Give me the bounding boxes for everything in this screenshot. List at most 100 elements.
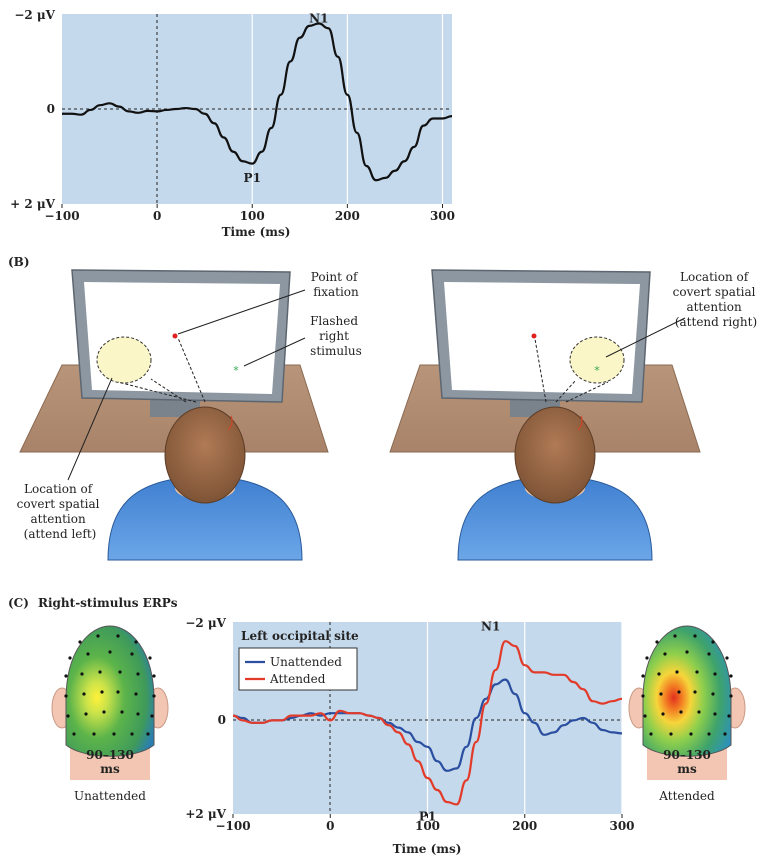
time-window-left: 90–130: [86, 748, 134, 762]
electrode-dot: [697, 710, 701, 714]
electrode-dot: [713, 712, 717, 716]
time-window-right: 90–130: [663, 748, 711, 762]
panel-c-title: Right-stimulus ERPs: [38, 596, 178, 610]
electrode-dot: [136, 672, 140, 676]
fixation-dot-left: [172, 333, 178, 339]
electrode-dot: [707, 732, 711, 736]
stimulus-asterisk: *: [233, 364, 239, 377]
electrode-dot: [695, 670, 699, 674]
electrode-dot: [84, 712, 88, 716]
electrode-dot: [723, 732, 727, 736]
electrode-dot: [80, 672, 84, 676]
y-label-top-c: −2 μV: [185, 616, 226, 630]
x-axis-label-a: Time (ms): [222, 225, 291, 239]
n1-annotation-a: N1: [309, 11, 328, 25]
scalp-right: [642, 625, 732, 757]
electrode-dot: [118, 670, 122, 674]
electrode-dot: [136, 712, 140, 716]
electrode-dot: [112, 732, 116, 736]
x-tick-label: 300: [609, 819, 634, 833]
x-tick-label: −100: [215, 819, 250, 833]
labels-attend-right: Location of covert spatial attention (at…: [605, 270, 757, 358]
scalp-map-unattended: 90–130 ms Unattended: [51, 625, 169, 803]
electrode-dot: [130, 652, 134, 656]
electrode-dot: [713, 672, 717, 676]
electrode-dot: [64, 694, 68, 698]
electrode-dot: [711, 692, 715, 696]
x-tick-label: 200: [512, 819, 537, 833]
electrode-dot: [100, 690, 104, 694]
panel-a-chart: −100 0 100 200 300 −2 μV 0 + 2 μV Time (ms) …: [10, 8, 455, 239]
gaze-line: [565, 381, 609, 403]
electrode-dot: [108, 650, 112, 654]
scalp-left: [65, 625, 155, 757]
time-window-unit-left: ms: [100, 762, 120, 776]
electrode-dot: [116, 634, 120, 638]
fixation-dot-right: [531, 333, 537, 339]
caption-unattended: Unattended: [74, 789, 146, 803]
x-tick-label: 0: [326, 819, 334, 833]
scene-attend-left: *: [19, 269, 329, 561]
person-head-left: [164, 406, 246, 504]
y-label-top-a: −2 μV: [14, 8, 55, 22]
electrode-dot: [146, 732, 150, 736]
electrode-dot: [707, 652, 711, 656]
electrode-dot: [152, 694, 156, 698]
electrode-dot: [649, 732, 653, 736]
electrode-dot: [685, 650, 689, 654]
erp-series-line: [61, 22, 453, 182]
electrode-dot: [72, 732, 76, 736]
x-tick-label: −100: [44, 209, 79, 223]
electrode-dot: [711, 640, 715, 644]
legend: [238, 647, 358, 691]
electrode-dot: [66, 714, 70, 718]
legend-label-unattended: Unattended: [270, 655, 342, 669]
gaze-line: [534, 338, 547, 403]
gaze-line: [177, 337, 206, 403]
attended-series-line: [232, 640, 623, 806]
attention-circle-right: [569, 336, 625, 384]
electrode-dot: [645, 656, 649, 660]
electrode-dot: [68, 656, 72, 660]
scalp-map-attended: 90–130 ms Attended: [628, 625, 746, 803]
caption-attended: Attended: [658, 789, 715, 803]
attention-circle-left: [96, 336, 152, 384]
electrode-dot: [96, 634, 100, 638]
electrode-dot: [727, 714, 731, 718]
electrode-dot: [150, 714, 154, 718]
fixation-leader-line: [177, 289, 306, 335]
x-tick-label: 200: [335, 209, 360, 223]
electrode-dot: [673, 634, 677, 638]
n1-annotation-c: N1: [481, 619, 500, 633]
x-tick-label: 100: [240, 209, 265, 223]
electrode-dot: [641, 694, 645, 698]
attention-location-left-label: Location of covert spatial attention (at…: [17, 482, 104, 541]
electrode-dot: [725, 656, 729, 660]
person-head-right: [514, 406, 596, 504]
attention-right-leader-line: [605, 317, 686, 358]
electrode-dot: [120, 710, 124, 714]
electrode-dot: [82, 692, 86, 696]
stimulus-asterisk: *: [594, 364, 600, 377]
ear-mark: [577, 415, 583, 431]
electrode-dot: [675, 670, 679, 674]
electrode-dot: [92, 732, 96, 736]
electrode-dot: [116, 690, 120, 694]
electrode-dot: [669, 732, 673, 736]
x-axis-label-c: Time (ms): [393, 842, 462, 856]
electrode-dot: [693, 634, 697, 638]
electrode-dot: [86, 652, 90, 656]
scene-attend-right: *: [389, 269, 701, 561]
electrode-dot: [130, 732, 134, 736]
electrode-dot: [661, 712, 665, 716]
electrode-dot: [134, 692, 138, 696]
stimulus-leader-line: [243, 337, 306, 367]
electrode-dot: [641, 674, 645, 678]
electrode-dot: [78, 640, 82, 644]
gaze-line: [117, 381, 197, 403]
x-tick-label: 300: [430, 209, 455, 223]
panel-c-chart: −100 0 100 200 300 Left occipital site Unatt…: [185, 616, 634, 856]
electrode-dot: [689, 732, 693, 736]
panel-c-label: (C): [8, 596, 29, 610]
